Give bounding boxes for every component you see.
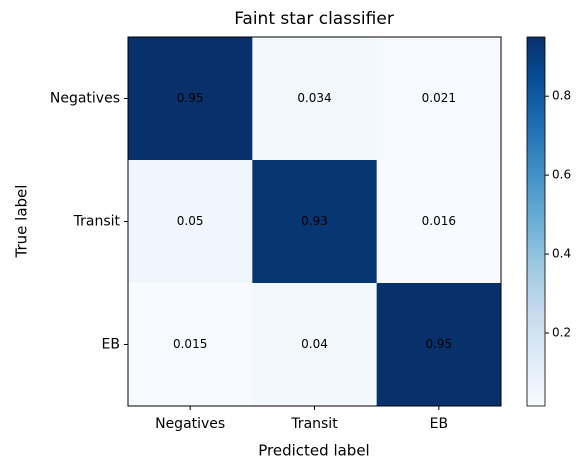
cell-label: 0.04 [301,337,328,351]
heatmap-cell [252,160,378,284]
x-axis-label: Predicted label [258,442,369,460]
heatmap-cell [252,37,378,161]
cell-label: 0.016 [422,214,456,228]
cell-label: 0.05 [177,214,204,228]
cell-label: 0.95 [177,91,204,105]
y-tick-label: Negatives [50,91,120,107]
heatmap-cell [376,160,502,284]
y-tick-label: Transit [73,214,121,230]
y-tick-label: EB [102,337,120,353]
heatmap-cell [128,160,253,284]
cell-label: 0.015 [173,337,207,351]
cell-label: 0.021 [422,91,456,105]
heatmap-cell [128,283,253,407]
colorbar-tick-label: 0.4 [552,247,571,261]
x-tick-label: Negatives [155,416,225,432]
cell-label: 0.95 [425,337,452,351]
y-axis-label: True label [13,185,31,259]
colorbar [526,36,546,407]
heatmap-cell [128,37,253,161]
x-tick-label: Transit [290,416,338,432]
heatmap-cell [252,283,378,407]
cell-label: 0.93 [301,214,328,228]
chart-title: Faint star classifier [234,9,394,29]
colorbar-tick-label: 0.2 [552,325,571,339]
colorbar-tick-label: 0.6 [552,168,571,182]
colorbar-tick-label: 0.8 [552,89,571,103]
x-tick-label: EB [430,416,448,432]
heatmap-cell [376,37,502,161]
heatmap-cell [376,283,502,407]
cell-label: 0.034 [297,91,331,105]
